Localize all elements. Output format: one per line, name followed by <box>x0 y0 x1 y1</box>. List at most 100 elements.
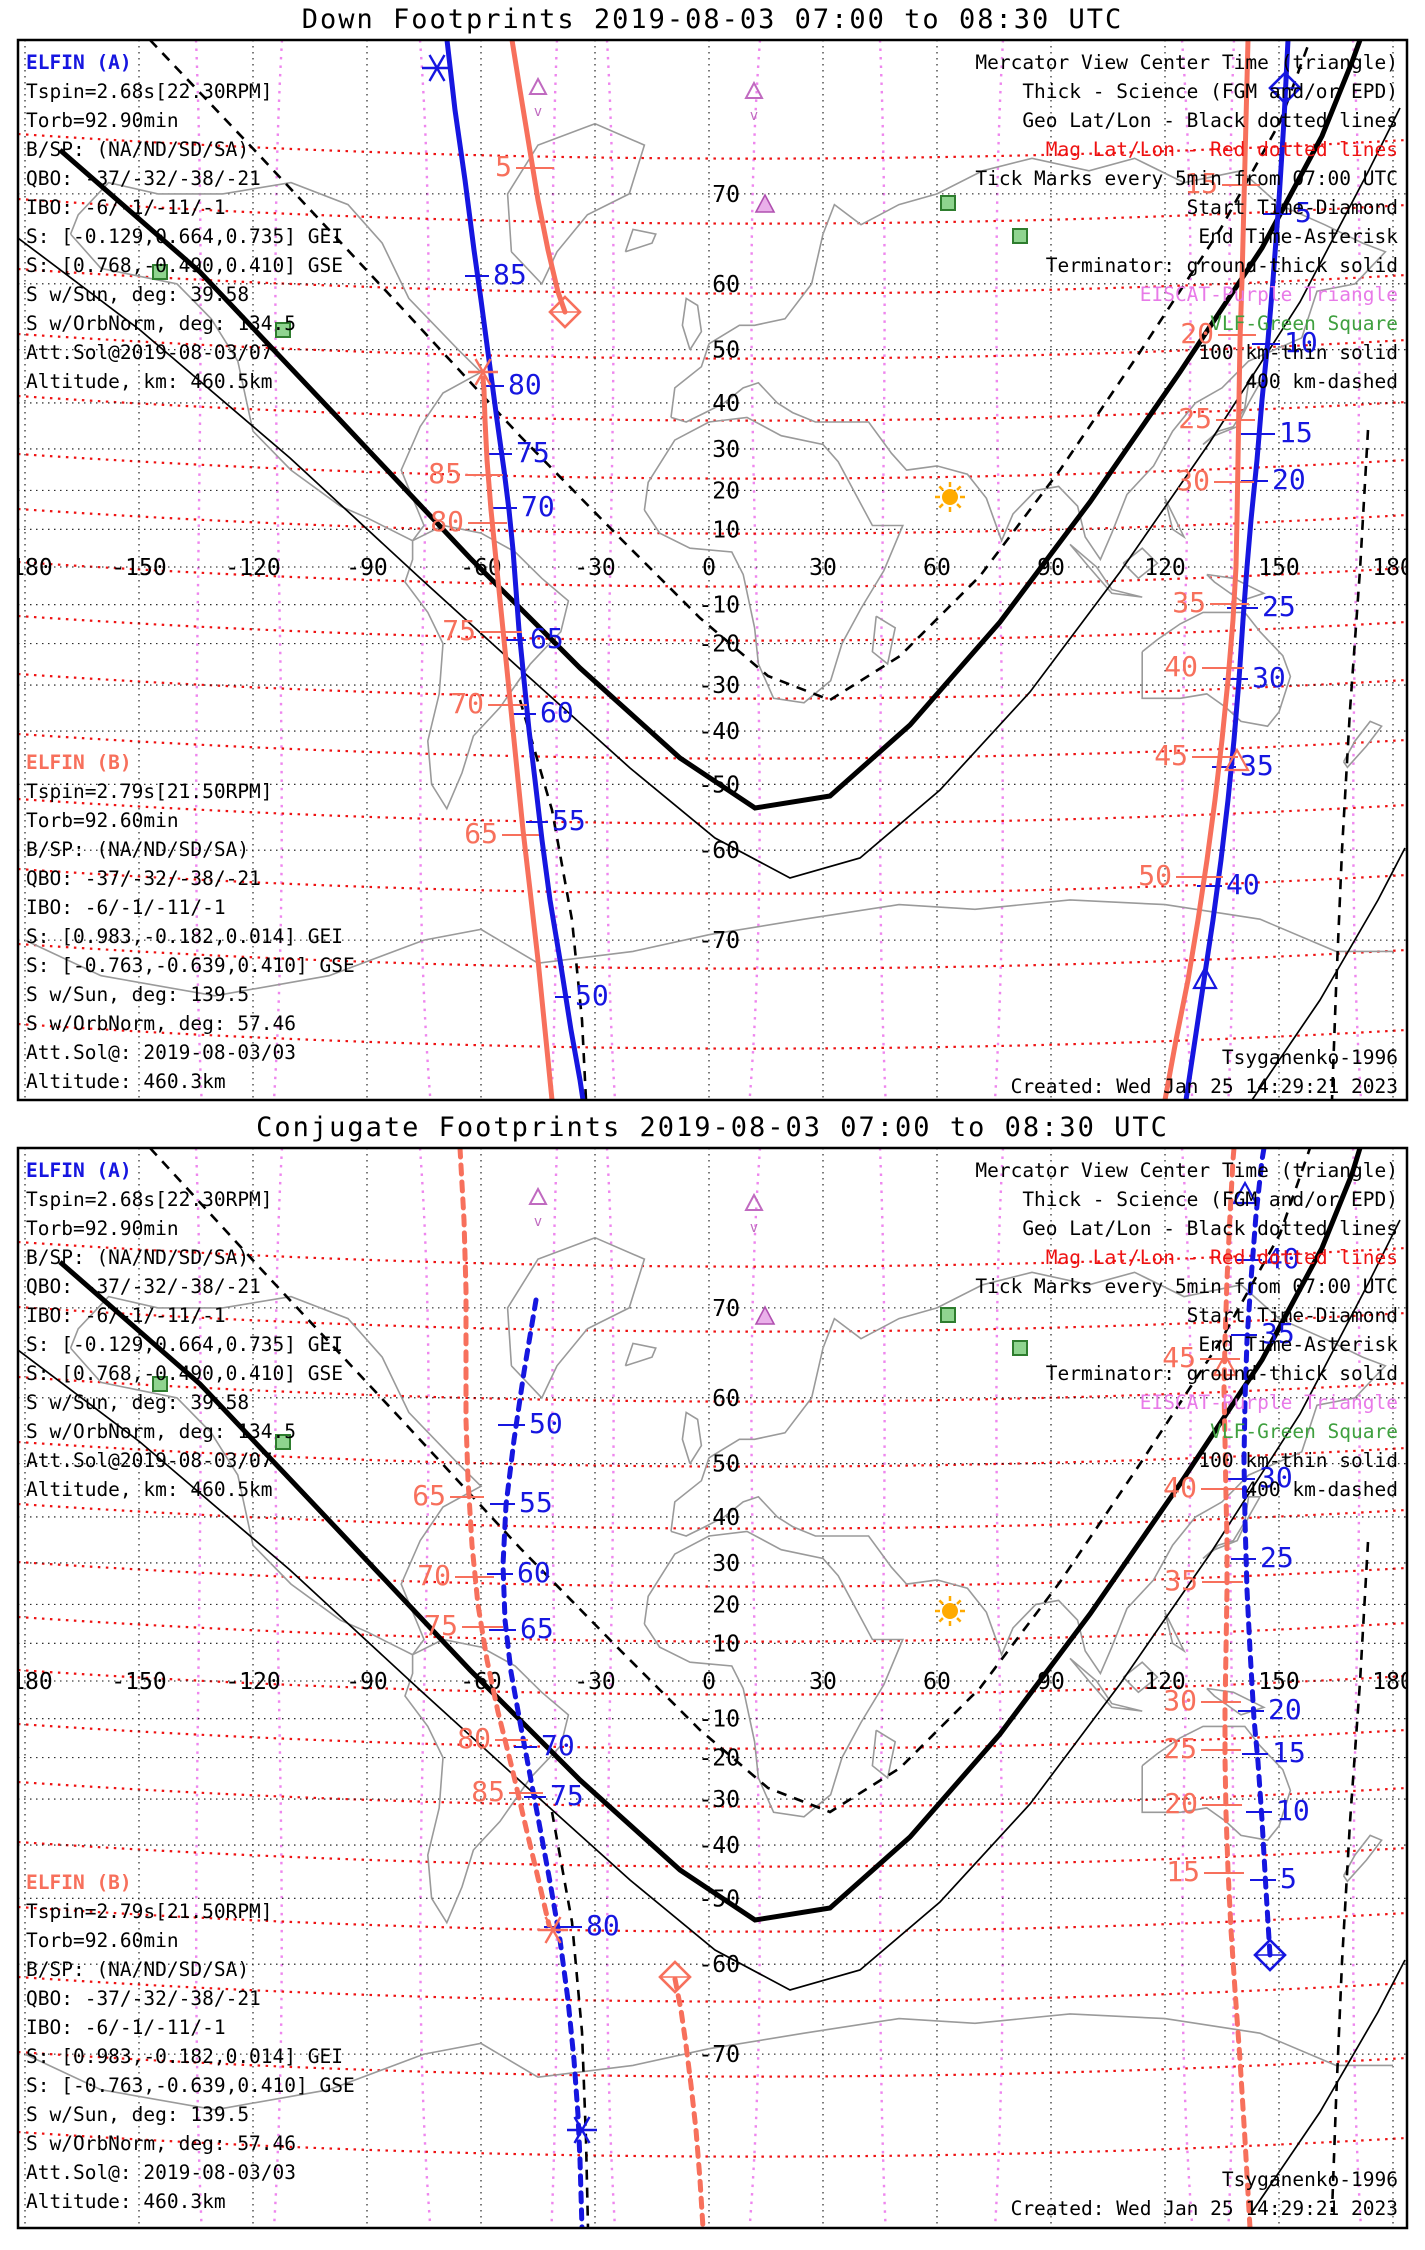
map-frame <box>16 38 1409 1102</box>
minute-tick-label: 50 <box>575 979 609 1012</box>
model-credit-down: Tsyganenko-1996 <box>1221 1046 1398 1069</box>
lat-tick-label: -20 <box>698 1746 740 1772</box>
view-center-time-triangle-icon <box>744 80 764 99</box>
minute-tick-label: 35 <box>1164 1564 1198 1597</box>
mag-latitude-line <box>18 2130 1407 2158</box>
elfin-b-track <box>480 375 555 1100</box>
minute-tick-label: 50 <box>1138 859 1172 892</box>
minute-tick-label: 15 <box>1184 167 1218 200</box>
lat-tick-label: -30 <box>698 673 740 699</box>
elfin-b-track <box>672 1976 706 2228</box>
lat-tick-label: 20 <box>712 1592 740 1618</box>
lat-tick-label: 60 <box>712 272 740 298</box>
minute-tick-label: 5 <box>1280 1862 1297 1895</box>
minute-tick-label: 15 <box>1166 1855 1200 1888</box>
start-time-diamond-icon <box>1253 1938 1287 1972</box>
legend-down: Mercator View Center Time (triangle) Thic… <box>975 48 1398 396</box>
map-conjugate: -180 -150 -120 -90 -60 -30 0 30 60 90 120 150 180 70 6… <box>18 1148 1414 2228</box>
lon-tick-label: 120 <box>1144 555 1186 581</box>
eiscat-purple-triangle-icon <box>754 193 776 213</box>
legend-line: VLF-Green Square <box>1210 1420 1398 1443</box>
info-line: Tspin=2.79s[21.50RPM] <box>26 1900 273 1923</box>
center-time-triangle-icon <box>1192 965 1218 990</box>
info-line: IBO: -6/-1/-11/-1 <box>26 1304 226 1327</box>
minute-tick-label: 70 <box>521 490 555 523</box>
info-line: Att.Sol@2019-08-03/07 <box>26 341 273 364</box>
minute-tick-label: 65 <box>530 622 564 655</box>
minute-tick-label: 30 <box>1259 1461 1293 1494</box>
end-time-asterisk-icon <box>468 358 498 386</box>
info-line: IBO: -6/-1/-11/-1 <box>26 196 226 219</box>
minute-tick-label: 80 <box>586 1909 620 1942</box>
coastline <box>1342 1834 1383 1883</box>
mag-latitude-line <box>18 1722 1407 1750</box>
lat-tick-label: -60 <box>698 838 740 864</box>
info-line: Tspin=2.79s[21.50RPM] <box>26 780 273 803</box>
lat-tick-label: 10 <box>712 1631 740 1657</box>
start-time-diamond-icon <box>548 295 582 329</box>
minute-tick-label: 35 <box>1261 1317 1295 1350</box>
info-line: Att.Sol@: 2019-08-03/03 <box>26 1041 297 1064</box>
lat-tick-label: 60 <box>712 1386 740 1412</box>
minute-tick-label: 40 <box>1164 650 1198 683</box>
minute-tick-label: 20 <box>1180 317 1214 350</box>
info-line: Altitude: 460.3km <box>26 1070 226 1093</box>
view-center-time-tick: v <box>750 1220 758 1236</box>
mag-meridian-line <box>605 1148 617 2228</box>
mag-meridian-line <box>1180 1148 1194 2228</box>
coastline <box>1069 543 1143 598</box>
elfin-b-info-conjugate: ELFIN (B) Tspin=2.79s[21.50RPM] Torb=92.60… <box>26 1868 355 2216</box>
coastline <box>69 181 483 542</box>
info-line: S w/OrbNorm, deg: 134.5 <box>26 1420 297 1443</box>
lat-tick-label: -10 <box>698 593 740 619</box>
info-line: Torb=92.90min <box>26 109 179 132</box>
created-timestamp-conjugate: Created: Wed Jan 25 14:29:21 2023 <box>1010 2197 1398 2220</box>
minute-tick-label: 45 <box>1154 739 1188 772</box>
lon-tick-label: 150 <box>1258 1669 1300 1695</box>
lat-tick-label: -40 <box>698 1833 740 1859</box>
lat-tick-label: 70 <box>712 1296 740 1322</box>
coastline <box>69 1295 483 1656</box>
mag-latitude-line <box>18 1615 1407 1643</box>
lon-tick-label: 60 <box>923 1669 951 1695</box>
info-line: S w/OrbNorm, deg: 134.5 <box>26 312 297 335</box>
elfin-a-info-down: ELFIN (A) Tspin=2.68s[22.30RPM] Torb=92.90… <box>26 48 343 396</box>
mag-latitude-line <box>18 132 1407 160</box>
mag-latitude-line <box>18 332 1407 360</box>
vlf-green-square-icon <box>1012 228 1028 244</box>
panel-title-down: Down Footprints 2019-08-03 07:00 to 08:3… <box>301 4 1124 35</box>
lat-tick-label: -10 <box>698 1707 740 1733</box>
created-timestamp-down: Created: Wed Jan 25 14:29:21 2023 <box>1010 1075 1398 1098</box>
elfin-b-track <box>1221 1148 1253 2228</box>
coastline <box>1164 1611 1187 1654</box>
sun-icon <box>935 482 965 512</box>
vlf-green-square-icon <box>275 1434 291 1450</box>
coastline <box>506 122 646 286</box>
minute-tick-label: 70 <box>541 1729 575 1762</box>
terminator-thick-line <box>58 40 1363 811</box>
elfin-b-track <box>457 1148 552 1928</box>
legend-line: 400 km-dashed <box>1245 370 1398 393</box>
elfin-b-track <box>509 40 568 315</box>
legend-line: 100 km-thin solid <box>1198 1449 1398 1472</box>
mag-meridian-line <box>878 1148 887 2228</box>
info-line: QBO: -37/-32/-38/-21 <box>26 167 261 190</box>
elfin-a-track <box>1183 40 1291 1100</box>
mag-meridian-line <box>1227 1148 1236 2228</box>
legend-line: Start Time-Diamond <box>1186 1304 1398 1327</box>
lon-tick-label: -120 <box>225 555 280 581</box>
minute-tick-label: 45 <box>1162 1341 1196 1374</box>
elfin-a-track <box>500 1297 585 2228</box>
lon-tick-label: -90 <box>346 1669 388 1695</box>
mag-latitude-line <box>18 452 1407 480</box>
elfin-a-title: ELFIN (A) <box>26 1159 132 1182</box>
coastline <box>1206 573 1266 602</box>
info-line: B/SP: (NA/ND/SD/SA) <box>26 1246 250 1269</box>
minute-tick-label: 60 <box>517 1556 551 1589</box>
lon-tick-label: 150 <box>1258 555 1300 581</box>
lon-tick-label: -30 <box>574 1669 616 1695</box>
lon-tick-label: 180 <box>1372 1669 1414 1695</box>
info-line: S: [-0.763,-0.639,0.410] GSE <box>26 954 355 977</box>
mag-meridian-line <box>550 1148 559 2228</box>
